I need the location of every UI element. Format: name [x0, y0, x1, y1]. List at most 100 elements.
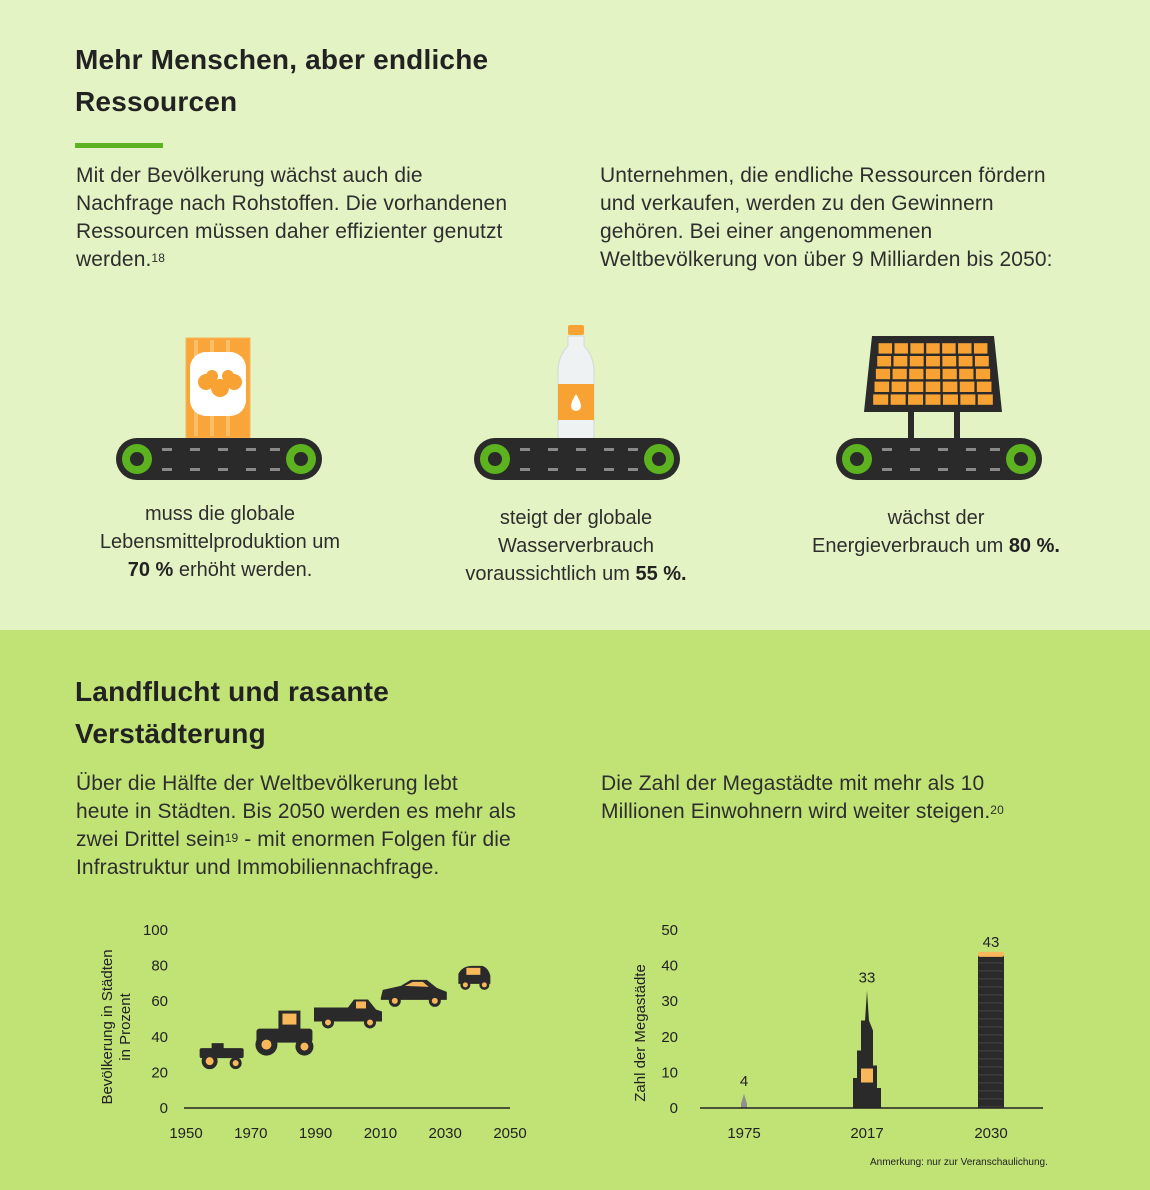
water-caption: steigt der globale Wasserverbrauch vorau…: [416, 504, 736, 588]
caption-line: Energieverbrauch um: [812, 535, 1009, 557]
solar-cell: [942, 394, 958, 405]
solar-cell: [926, 356, 940, 367]
solar-cell: [878, 343, 893, 354]
text-line: Unternehmen, die endliche Ressourcen för…: [600, 164, 1046, 187]
y-tick-label: 20: [661, 1029, 678, 1046]
solar-cell: [959, 381, 975, 392]
text-line: Ressourcen müssen daher effizienter genu…: [76, 220, 503, 243]
y-tick-label: 20: [151, 1064, 168, 1081]
food-caption: muss die globale Lebensmittelproduktion …: [60, 500, 380, 584]
caption-line: voraussichtlich um: [465, 563, 636, 585]
water-bottle-conveyor: [474, 325, 680, 480]
title-underline: [75, 143, 163, 148]
caption-line: Wasserverbrauch: [498, 535, 654, 557]
text-line: Mit der Bevölkerung wächst auch die: [76, 164, 423, 187]
section1-title-line2: Ressourcen: [75, 86, 238, 117]
x-tick-label: 2010: [364, 1125, 397, 1142]
x-tick-label: 1970: [234, 1125, 267, 1142]
water-percent: 55 %.: [635, 563, 687, 585]
tower-roof: [978, 951, 1004, 957]
solar-cell: [873, 394, 889, 405]
solar-cell: [909, 356, 924, 367]
text-line: Die Zahl der Megastädte mit mehr als 10: [601, 772, 985, 795]
tower-block-icon: [978, 954, 1004, 1108]
text-line: und verkaufen, werden zu den Gewinnern: [600, 192, 994, 215]
y-tick-label: 30: [661, 993, 678, 1010]
section1-right-text: Unternehmen, die endliche Ressourcen för…: [600, 162, 1120, 274]
skyscraper-window: [861, 1068, 873, 1083]
x-tick-label: 1990: [299, 1125, 332, 1142]
y-axis-label-line2: in Prozent: [117, 992, 134, 1060]
energy-caption: wächst der Energieverbrauch um 80 %.: [776, 504, 1096, 560]
compact-car-icon: [458, 965, 491, 990]
solar-cell: [909, 368, 924, 380]
caption-line: steigt der globale: [499, 507, 653, 529]
solar-cell: [942, 368, 957, 380]
solar-cell: [925, 368, 941, 380]
conveyor-belt-icon: [116, 438, 322, 480]
section2-right-text: Die Zahl der Megastädte mit mehr als 10 …: [601, 770, 1121, 826]
text-line: gehören. Bei einer angenommenen: [600, 220, 933, 243]
solar-cell: [975, 368, 991, 380]
section1-title-line1: Mehr Menschen, aber endliche: [75, 44, 489, 75]
caption-line: wächst der: [887, 507, 985, 529]
section2-title-line1: Landflucht und rasante: [75, 676, 389, 707]
food-percent: 70 %: [127, 559, 174, 581]
solar-cell: [976, 381, 992, 392]
footnote-19: 19: [224, 831, 239, 845]
urbanization-section: [0, 630, 1150, 1190]
solar-cell: [960, 394, 976, 405]
skyscraper-icon: [853, 990, 881, 1108]
solar-cell: [892, 368, 907, 380]
text-line: Über die Hälfte der Weltbevölkerung lebt: [76, 772, 458, 795]
solar-cell: [925, 394, 941, 405]
tractor-small-icon: [199, 1043, 244, 1070]
solar-cell: [891, 381, 907, 392]
x-tick-label: 2017: [850, 1125, 883, 1142]
solar-panel-icon: [864, 336, 1002, 438]
urban-population-chart: 0 20 40 60 80 100 1950 1970 1990 2010 2030 2050 Bevö…: [99, 922, 527, 1142]
y-tick-label: 50: [661, 922, 678, 939]
bar-1975: [741, 1093, 747, 1108]
footnote-18: 18: [151, 251, 165, 265]
x-tick-label: 1975: [727, 1125, 760, 1142]
tractor-large-icon: [255, 1010, 314, 1056]
text-line: Infrastruktur und Immobiliennachfrage.: [76, 856, 440, 879]
y-tick-label: 80: [151, 958, 168, 975]
conveyor-belt-icon: [836, 438, 1042, 480]
solar-cell: [875, 368, 891, 380]
solar-cell: [959, 368, 974, 380]
food-can-conveyor: [116, 337, 322, 480]
water-bottle-icon: [557, 325, 595, 441]
y-tick-label: 10: [661, 1064, 678, 1081]
footnote-20: 20: [990, 803, 1004, 817]
resources-section: [0, 0, 1150, 630]
caption-line: Lebensmittelproduktion um: [99, 531, 341, 553]
y-tick-label: 40: [151, 1029, 168, 1046]
section1-title: Mehr Menschen, aber endliche Ressourcen: [75, 39, 595, 123]
section2-title: Landflucht und rasante Verstädterung: [75, 671, 595, 755]
y-axis-label-line1: Bevölkerung in Städten: [99, 949, 116, 1104]
illustration-note: Anmerkung: nur zur Veranschaulichung.: [870, 1157, 1048, 1168]
y-tick-label: 40: [661, 958, 678, 975]
solar-cell: [894, 343, 908, 354]
caption-line: muss die globale: [144, 503, 296, 525]
y-tick-label: 0: [160, 1100, 168, 1117]
bar-2017: [853, 990, 881, 1108]
bar-value-label: 33: [859, 970, 876, 987]
solar-cell: [973, 343, 988, 354]
solar-cell: [910, 343, 924, 354]
section2-left-text: Über die Hälfte der Weltbevölkerung lebt…: [76, 770, 576, 882]
text-line: Nachfrage nach Rohstoffen. Die vorhanden…: [76, 192, 508, 215]
text-line: zwei Drittel sein: [76, 828, 225, 851]
text-line: Millionen Einwohnern wird weiter steigen…: [601, 800, 991, 823]
solar-cell: [925, 381, 941, 392]
y-tick-label: 0: [670, 1100, 678, 1117]
energy-percent: 80 %.: [1008, 535, 1060, 557]
text-line: heute in Städten. Bis 2050 werden es meh…: [76, 800, 516, 823]
solar-cell: [890, 394, 906, 405]
solar-cell: [908, 394, 924, 405]
y-axis-label: Bevölkerung in Städtenin Prozent: [99, 949, 134, 1104]
bar-value-label: 43: [983, 934, 1000, 951]
food-can-icon: [185, 337, 251, 439]
